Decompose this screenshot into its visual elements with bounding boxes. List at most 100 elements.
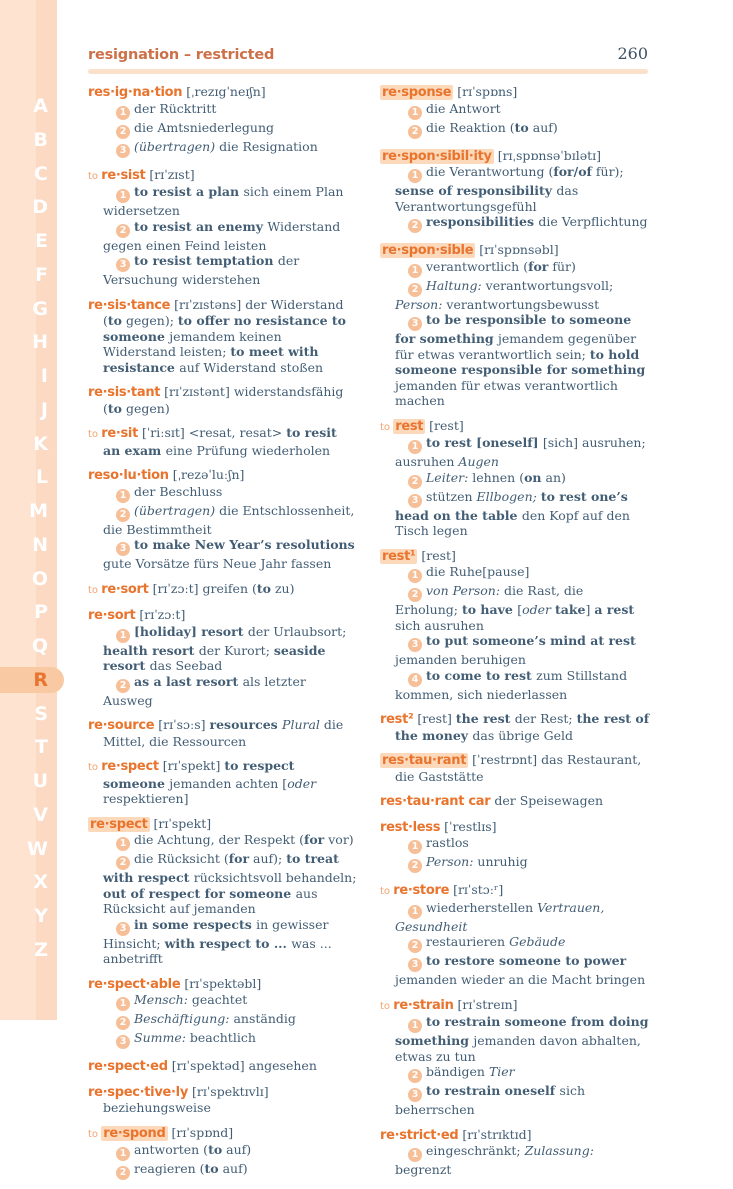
text-run: jemanden achten [: [169, 775, 288, 791]
alphabet-tab-b[interactable]: B: [0, 128, 57, 152]
text-run: auf): [528, 119, 558, 135]
headword: rest: [393, 418, 426, 434]
page-header: resignation – restricted 260: [88, 44, 648, 63]
sense-number-badge: 1: [408, 105, 422, 120]
alphabet-tab-o[interactable]: O: [0, 567, 57, 591]
alphabet-tab-y[interactable]: Y: [0, 904, 57, 928]
text-run: in gewisser Hinsicht;: [103, 916, 329, 951]
sense: 2 as a last resort als letzter Ausweg: [103, 674, 358, 709]
alphabet-letter: R: [33, 668, 48, 691]
phonetic-transcription: [ˈrestrɒnt]: [468, 752, 538, 767]
dictionary-entry: re·sponse [rɪˈspɒns] 1 die Antwort 2 die Rea…: [380, 84, 650, 139]
sense-number-badge: 2: [408, 588, 422, 602]
sense-number-badge: 2: [116, 678, 130, 693]
entry-headline: re·sort [rɪˈzɔːt]: [88, 607, 358, 624]
phonetic-transcription: [rɪˈspekt]: [158, 758, 221, 773]
sense: 1 antworten (to auf): [103, 1142, 358, 1161]
alphabet-tab-j[interactable]: J: [0, 398, 57, 422]
alphabet-tab-q[interactable]: Q: [0, 634, 57, 658]
left-column: res·ig·na·tion [ˌrezɪgˈneɪʃn] 1 der Rücktr…: [88, 84, 358, 1189]
alphabet-tab-z[interactable]: Z: [0, 938, 57, 962]
alphabet-tab-d[interactable]: D: [0, 195, 57, 219]
sense-number-badge: 1: [116, 488, 130, 503]
text-run: oder: [287, 775, 317, 791]
sense-number-badge: 2: [408, 124, 422, 139]
text-run: die Verantwortung (: [426, 164, 554, 179]
text-run: to have: [461, 602, 518, 617]
dictionary-entry: re·spon·sibil·ity [rɪˌspɒnsəˈbɪlətɪ] 1 die…: [380, 148, 650, 233]
alphabet-tab-i[interactable]: I: [0, 364, 57, 388]
alphabet-tab-h[interactable]: H: [0, 330, 57, 354]
dictionary-entry: to re·store [rɪˈstɔːʳ] 1 wiederherstellen …: [380, 882, 650, 988]
alphabet-tab-m[interactable]: M: [0, 499, 57, 523]
sense-number-badge: 3: [408, 317, 422, 331]
alphabet-tab-l[interactable]: L: [0, 465, 57, 489]
entry-headline: re·spon·sible [rɪˈspɒnsəbl]: [380, 242, 650, 259]
text-run: zum Stillstand kommen, sich niederlassen: [395, 667, 628, 702]
sense-number-badge: 1: [116, 997, 130, 1011]
sense-number-badge: 1: [408, 1019, 422, 1033]
text-run: respektieren]: [103, 791, 189, 806]
alphabet-tab-f[interactable]: F: [0, 263, 57, 287]
text-run: responsibilities: [426, 214, 539, 229]
text-run: aus Rücksicht auf jemanden: [103, 885, 318, 917]
entry-headline: re·strict·ed [rɪˈstrɪktɪd]: [380, 1127, 650, 1144]
alphabet-letter: Q: [31, 635, 48, 657]
alphabet-tab-t[interactable]: T: [0, 735, 57, 759]
sense: 1 verantwortlich (for für): [395, 259, 650, 278]
text-run: die Rast, die Erholung;: [395, 583, 584, 617]
alphabet-tab-e[interactable]: E: [0, 229, 57, 253]
headword: re·sis·tant: [88, 385, 161, 400]
text-run: rücksichtsvoll behandeln;: [193, 870, 357, 885]
entry-headline: res·tau·rant [ˈrestrɒnt] das Restaurant,…: [380, 752, 650, 784]
headword: re·spect·able: [88, 976, 181, 992]
alphabet-tab-s[interactable]: S: [0, 702, 57, 726]
text-run: out of respect for someone: [103, 885, 296, 901]
text-run: widerstandsfähig (: [103, 384, 344, 416]
alphabet-tab-w[interactable]: W: [0, 837, 57, 861]
alphabet-letter: N: [32, 533, 48, 556]
entry-headline: re·spec·tive·ly [rɪˈspektɪvlɪ] beziehung…: [88, 1084, 358, 1116]
dictionary-entry: res·ig·na·tion [ˌrezɪgˈneɪʃn] 1 der Rücktr…: [88, 84, 358, 158]
headword: res·tau·rant car: [380, 794, 491, 809]
headword: re·spon·sible: [380, 243, 476, 258]
text-run: to put someone’s mind at rest: [426, 633, 636, 648]
headword: rest·less: [380, 819, 441, 835]
alphabet-letter: W: [27, 837, 48, 860]
text-run: Beschäftigung:: [134, 1011, 234, 1026]
text-run: to rest one’s head on the table: [395, 488, 628, 523]
alphabet-tab-u[interactable]: U: [0, 769, 57, 793]
headword: re·spect: [101, 759, 159, 774]
alphabet-tab-g[interactable]: G: [0, 297, 57, 321]
text-run: as a last resort: [134, 673, 243, 689]
text-run: unruhig: [477, 854, 528, 869]
alphabet-tab-p[interactable]: P: [0, 600, 57, 624]
alphabet-tab-v[interactable]: V: [0, 803, 57, 827]
entry-headline: to re·spect [rɪˈspekt] to respect someon…: [88, 758, 358, 807]
alphabet-tab-k[interactable]: K: [0, 432, 57, 456]
alphabet-letter: F: [35, 263, 48, 286]
phonetic-transcription: [rɪˈstreɪn]: [453, 996, 518, 1012]
text-run: restaurieren: [426, 934, 510, 949]
alphabet-tab-n[interactable]: N: [0, 533, 57, 557]
text-run: on: [524, 469, 542, 485]
alphabet-tab-r[interactable]: R: [0, 668, 57, 692]
text-run: anständig: [233, 1011, 296, 1026]
entry-headline: reso·lu·tion [ˌrezəˈluːʃn]: [88, 467, 358, 484]
text-run: for: [228, 851, 250, 866]
alphabet-tab-a[interactable]: A: [0, 94, 57, 118]
text-run: to hold someone responsible for somethin…: [395, 346, 646, 378]
alphabet-tab-x[interactable]: X: [0, 870, 57, 894]
alphabet-tab-c[interactable]: C: [0, 162, 57, 186]
text-run: to: [208, 1142, 223, 1157]
headword: rest²: [380, 712, 414, 727]
text-run: jemanden wieder an die Macht bringen: [395, 972, 646, 987]
alphabet-letter: U: [32, 770, 48, 792]
phonetic-transcription: [rest]: [425, 417, 464, 433]
sense: 3 to restrain oneself sich beherrschen: [395, 1083, 650, 1118]
headword: res·ig·na·tion: [88, 85, 183, 100]
text-run: das übrige Geld: [472, 727, 574, 743]
text-run: eingeschränkt;: [426, 1143, 525, 1158]
sense: 2 reagieren (to auf): [103, 1161, 358, 1180]
dictionary-entry: re·sis·tance [rɪˈzɪstəns] der Widerstand…: [88, 297, 358, 376]
